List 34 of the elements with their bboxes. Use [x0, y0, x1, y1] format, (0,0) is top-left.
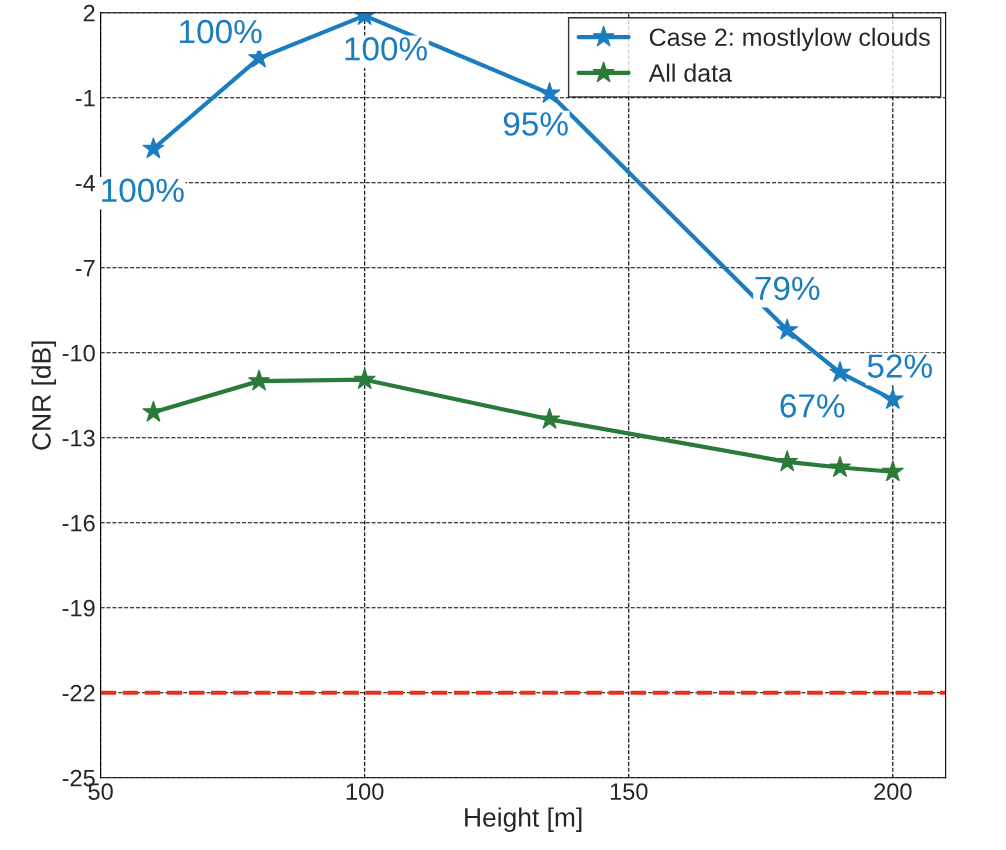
y-tick-label: -1 — [75, 90, 95, 107]
y-tick-label: -4 — [75, 175, 96, 192]
point — [881, 387, 904, 410]
y-tick-label: -7 — [75, 260, 95, 277]
point — [881, 460, 904, 482]
point — [776, 318, 799, 340]
annotation: 52% — [867, 354, 932, 378]
legend-label: All data — [648, 63, 732, 82]
annotation: 100% — [180, 19, 262, 44]
point — [776, 450, 799, 472]
legend-label: Case 2: mostlylow clouds — [649, 27, 930, 52]
annotation: 95% — [503, 112, 568, 136]
annotation: 100% — [345, 37, 427, 61]
annotation: 79% — [755, 276, 820, 301]
annotation: 67% — [780, 394, 845, 418]
y-tick-label: -13 — [62, 429, 95, 447]
point — [353, 368, 376, 390]
point — [247, 369, 271, 391]
y-tick-label: 2 — [83, 4, 95, 22]
x-tick-label: 150 — [610, 783, 648, 800]
y-tick-label: -16 — [62, 514, 95, 532]
y-axis-title: CNR [dB] — [31, 341, 57, 450]
x-tick-label: 200 — [874, 783, 912, 800]
point — [828, 455, 852, 478]
annotation: 100% — [102, 178, 184, 203]
x-axis-title: Height [m] — [465, 807, 582, 832]
y-tick-label: -19 — [62, 599, 95, 617]
point — [538, 407, 561, 429]
point — [142, 137, 165, 159]
point — [538, 81, 561, 104]
y-tick-label: -22 — [62, 684, 95, 702]
x-tick-label: 100 — [346, 783, 384, 800]
point — [828, 360, 852, 383]
y-tick-label: -10 — [62, 344, 95, 362]
